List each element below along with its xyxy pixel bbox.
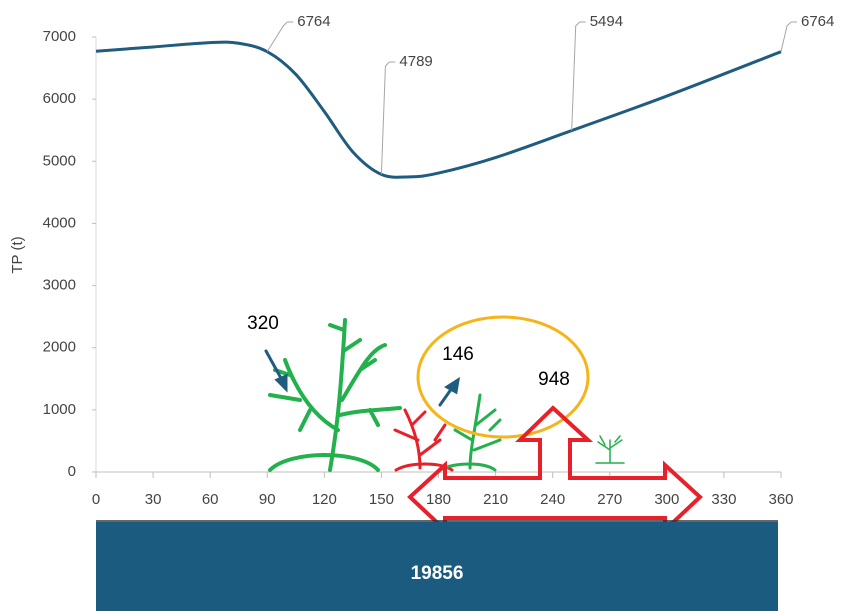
flux-label: 320 <box>247 313 279 334</box>
annotation-leader <box>780 21 792 52</box>
y-axis-label: TP (t) <box>9 236 26 273</box>
x-tick-label: 90 <box>259 491 276 508</box>
x-tick-label: 30 <box>145 491 162 508</box>
y-tick-label: 5000 <box>43 152 76 169</box>
exchange-arrow <box>407 405 703 535</box>
illustration <box>264 315 703 535</box>
flux-label: 948 <box>538 369 570 390</box>
flux-label: 146 <box>442 344 474 365</box>
annotation-leader <box>571 21 581 131</box>
highlight-ellipse <box>416 315 590 439</box>
y-tick-label: 6000 <box>43 90 76 107</box>
y-tick-label: 2000 <box>43 339 76 356</box>
x-tick-label: 330 <box>711 491 736 508</box>
flux-arrows <box>264 349 461 407</box>
y-tick-label: 0 <box>68 463 76 480</box>
x-tick-label: 300 <box>654 491 679 508</box>
total-label: 19856 <box>411 563 464 584</box>
x-tick-label: 360 <box>768 491 793 508</box>
x-tick-label: 60 <box>202 491 219 508</box>
x-tick-label: 150 <box>369 491 394 508</box>
annotation-label: 6764 <box>801 13 834 30</box>
total-bar <box>96 522 778 611</box>
large-tree <box>268 318 402 472</box>
x-tick-label: 240 <box>540 491 565 508</box>
x-tick-label: 270 <box>597 491 622 508</box>
x-tick-label: 180 <box>426 491 451 508</box>
annotation-label: 6764 <box>297 13 330 30</box>
tiny-tree <box>595 435 625 464</box>
annotation-label: 5494 <box>590 13 623 30</box>
annotation-leader <box>266 21 288 52</box>
red-tree <box>393 408 454 472</box>
y-tick-label: 1000 <box>43 401 76 418</box>
annotation-leader <box>380 61 390 175</box>
x-tick-label: 0 <box>92 491 100 508</box>
series-line <box>95 40 782 179</box>
x-tick-label: 120 <box>312 491 337 508</box>
y-tick-label: 4000 <box>43 214 76 231</box>
x-tick-label: 210 <box>483 491 508 508</box>
annotation-label: 4789 <box>399 53 432 70</box>
y-tick-label: 3000 <box>43 277 76 294</box>
y-tick-label: 7000 <box>43 28 76 45</box>
